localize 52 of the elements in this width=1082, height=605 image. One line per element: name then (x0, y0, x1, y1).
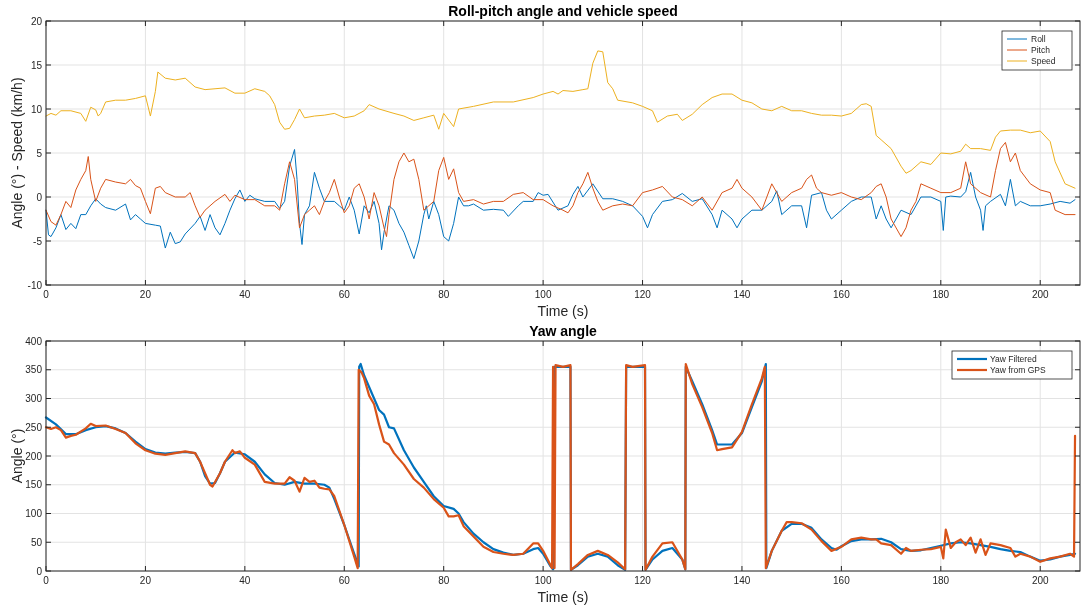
x-tick-label: 0 (43, 289, 50, 300)
y-tick-label: 150 (25, 479, 43, 491)
y-tick-label: 100 (25, 508, 43, 519)
line-series (45, 148, 1076, 260)
x-tick-label: 120 (634, 289, 652, 300)
y-tick-label: 20 (30, 15, 43, 27)
x-tick-label: 140 (733, 289, 751, 300)
legend-label: Pitch (1031, 45, 1051, 55)
y-tick-label: 5 (36, 147, 43, 159)
legend-label: Yaw Filtered (990, 354, 1037, 364)
legend-label: Yaw from GPS (990, 365, 1046, 375)
x-axis-title: Time (s) (537, 303, 589, 319)
y-tick-label: 250 (25, 421, 43, 433)
y-tick-label: -5 (33, 235, 43, 247)
x-axis-title: Time (s) (537, 589, 589, 605)
y-axis-title: Angle (°) - Speed (km/h) (9, 77, 25, 229)
x-tick-label: 180 (932, 575, 950, 586)
y-tick-label: 50 (30, 536, 43, 548)
x-tick-label: 200 (1031, 575, 1050, 586)
legend-label: Roll (1031, 34, 1046, 44)
y-tick-label: 300 (25, 393, 43, 404)
x-tick-label: 80 (438, 289, 450, 300)
x-tick-label: 0 (43, 575, 50, 586)
legend-label: Speed (1031, 56, 1056, 66)
x-tick-label: 20 (139, 575, 152, 586)
x-tick-label: 40 (239, 575, 251, 586)
x-tick-label: 140 (733, 575, 751, 586)
y-tick-label: 350 (25, 364, 43, 376)
x-tick-label: 20 (139, 289, 152, 300)
y-tick-label: 15 (30, 59, 43, 71)
chart-title: Yaw angle (529, 323, 598, 339)
y-tick-label: 0 (36, 565, 43, 577)
x-tick-label: 80 (438, 575, 450, 586)
y-tick-label: 200 (25, 450, 43, 462)
x-tick-label: 160 (833, 289, 851, 300)
x-tick-label: 100 (534, 575, 552, 586)
line-series (45, 141, 1076, 238)
x-tick-label: 40 (239, 289, 251, 300)
x-tick-label: 60 (338, 289, 351, 300)
x-tick-label: 60 (338, 575, 351, 586)
chart-title: Roll-pitch angle and vehicle speed (448, 3, 678, 19)
y-tick-label: 0 (36, 191, 43, 203)
y-tick-label: 10 (30, 103, 43, 115)
y-tick-label: 400 (25, 335, 43, 347)
y-tick-label: -10 (27, 279, 43, 291)
line-series (44, 362, 1077, 571)
x-tick-label: 180 (932, 289, 950, 300)
y-axis-title: Angle (°) (9, 428, 25, 484)
x-tick-label: 200 (1031, 289, 1050, 300)
x-tick-label: 100 (534, 289, 552, 300)
x-tick-label: 120 (634, 575, 652, 586)
x-tick-label: 160 (833, 575, 851, 586)
